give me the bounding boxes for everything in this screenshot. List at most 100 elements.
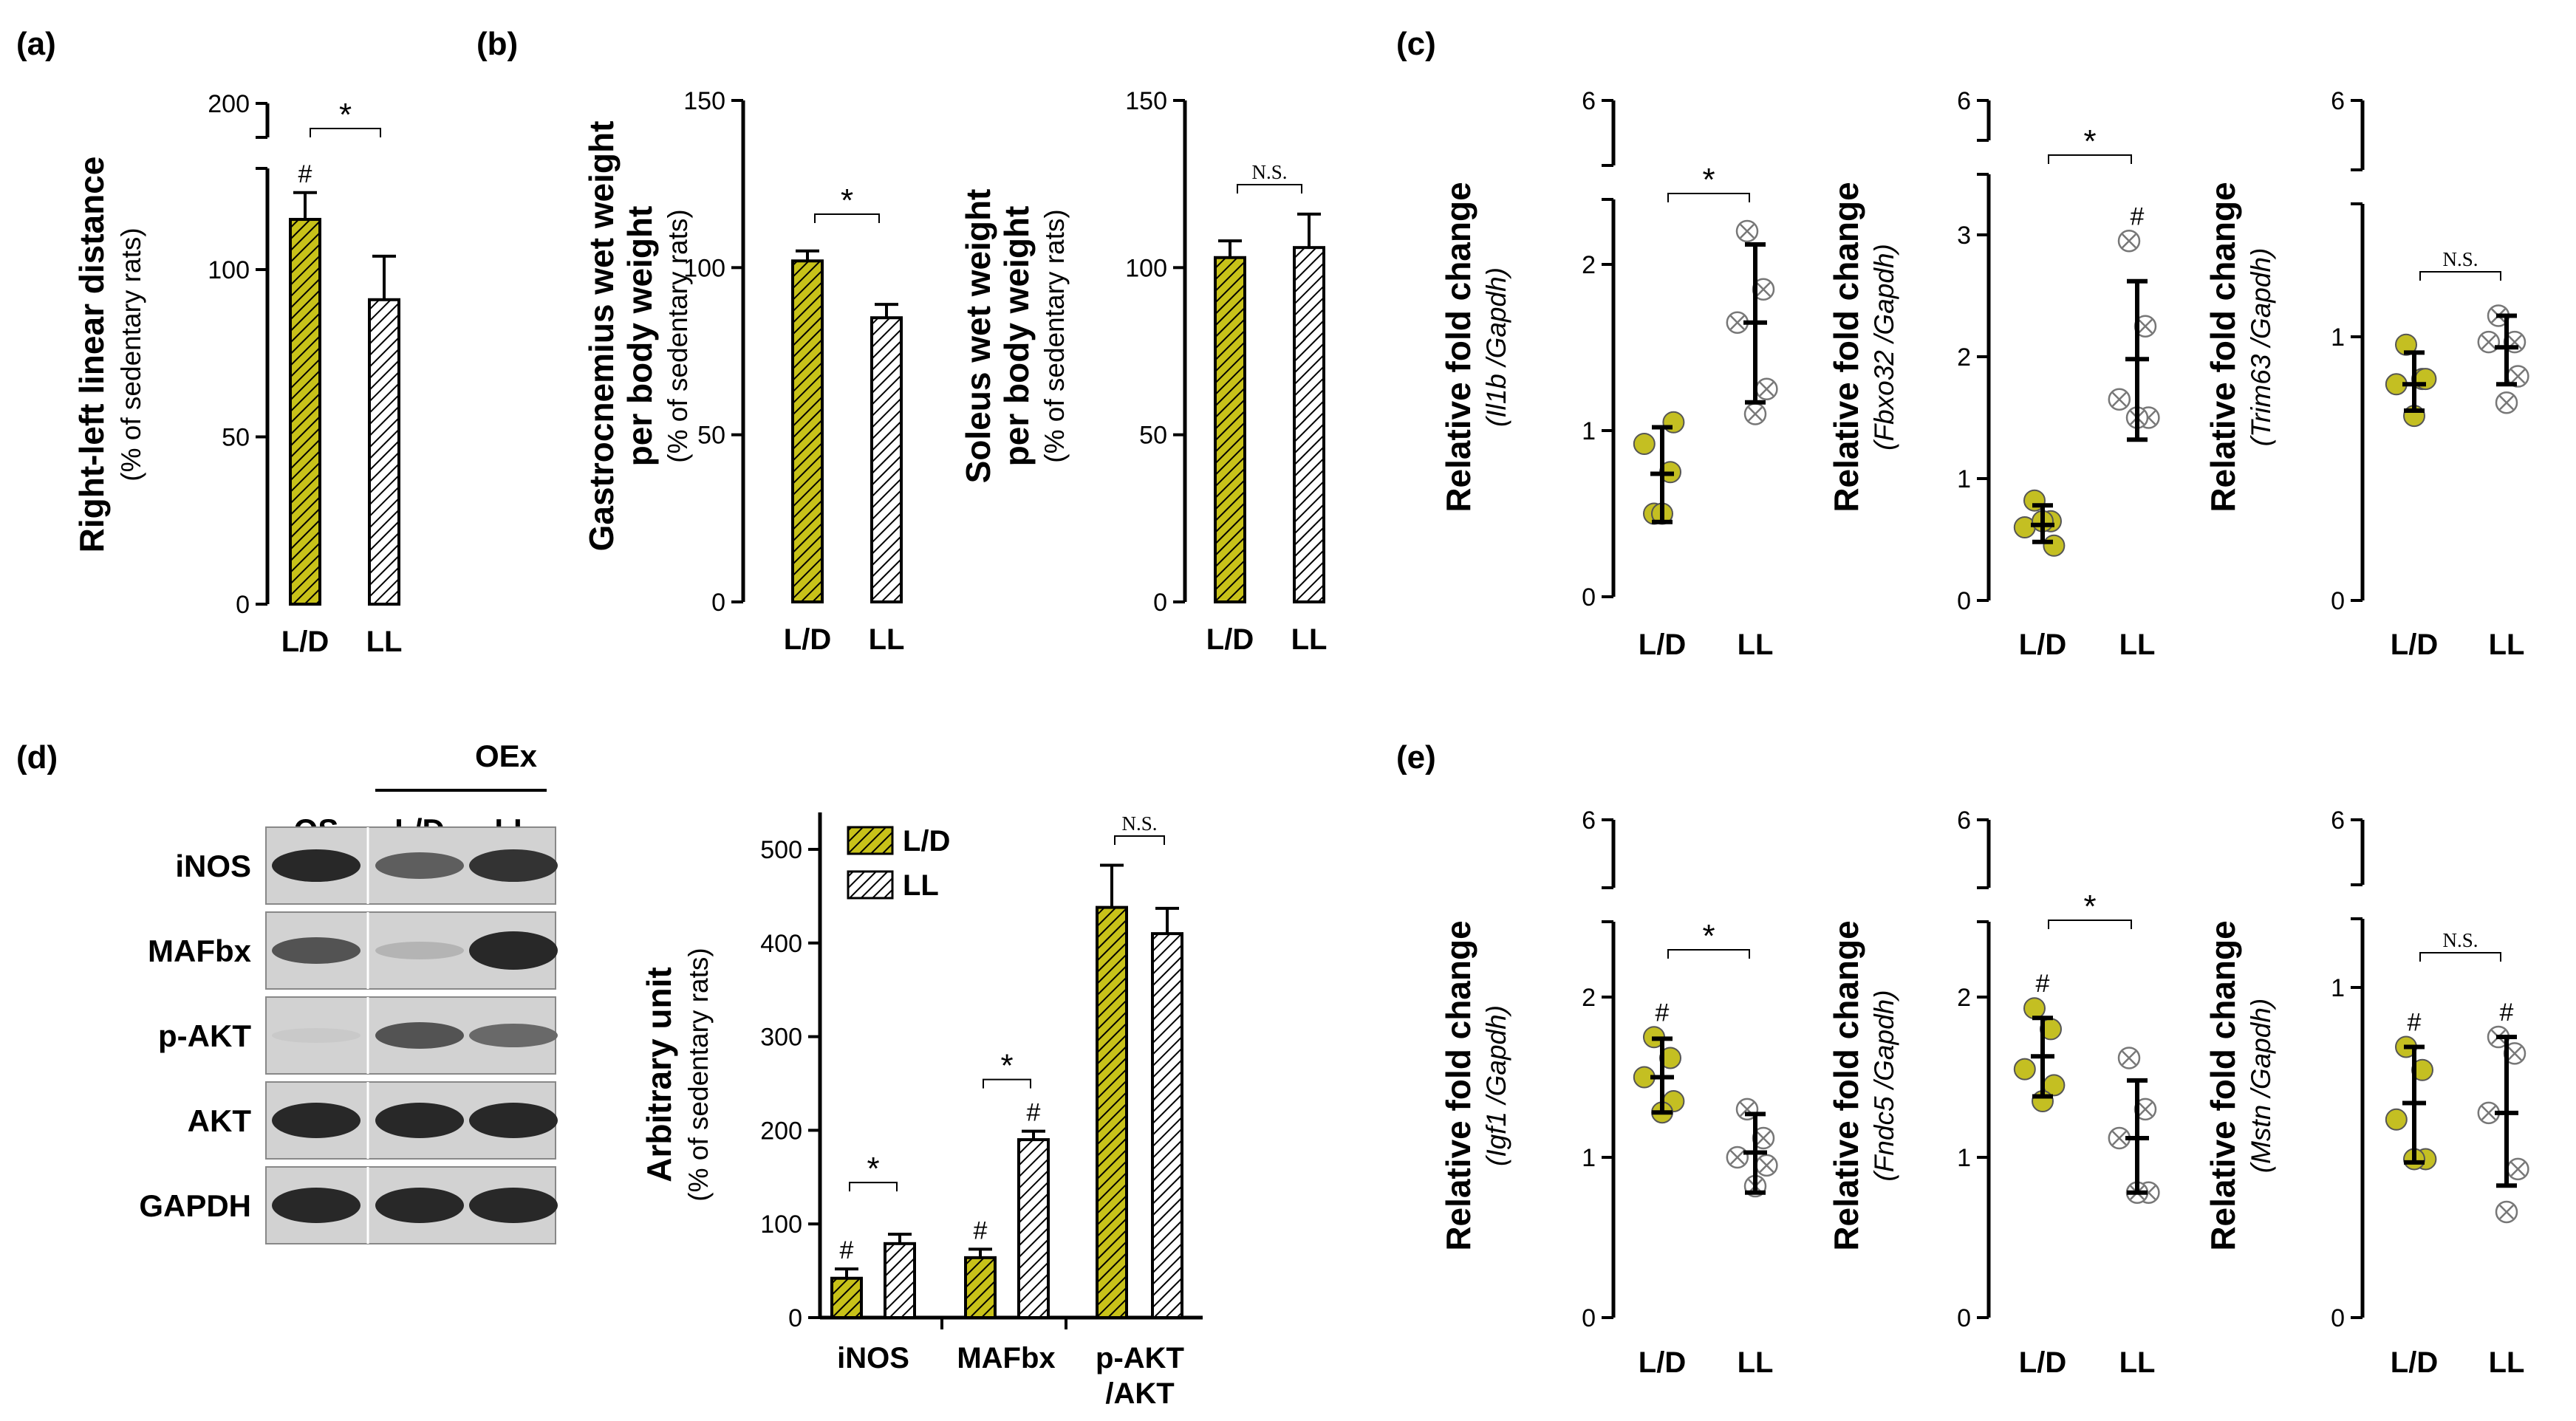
y-tick-label: 0 xyxy=(236,591,250,619)
blot-band xyxy=(375,1022,464,1049)
significance-star: * xyxy=(2083,888,2096,925)
y-axis-title: Relative fold change xyxy=(1439,920,1477,1250)
legend-label-ll: LL xyxy=(903,869,939,902)
ns-label: N.S. xyxy=(2442,248,2478,270)
bar-ld-2 xyxy=(1096,905,1128,1319)
panel-label-a: (a) xyxy=(16,26,56,62)
hash-mark: # xyxy=(2500,999,2514,1027)
data-point-ll-cross xyxy=(2510,1161,2526,1177)
x-category-label: L/D xyxy=(2391,629,2438,661)
legend-swatch-ll xyxy=(847,870,894,900)
y-tick-label: 200 xyxy=(760,1117,802,1145)
significance-star: * xyxy=(867,1151,879,1187)
y-axis-subtitle: (Trim63 /Gapdh) xyxy=(2246,248,2276,447)
blot-row-label: p-AKT xyxy=(158,1018,251,1053)
significance-bracket xyxy=(2419,271,2501,281)
y-tick-label: 2 xyxy=(1957,984,1971,1012)
y-tick-label: 1 xyxy=(1582,417,1596,445)
significance-bracket xyxy=(1667,949,1750,959)
x-category-label: LL xyxy=(1738,629,1774,661)
data-point-ll-cross xyxy=(2138,1102,2153,1117)
significance-bracket xyxy=(1237,184,1302,194)
hash-mark: # xyxy=(2131,202,2145,230)
significance-bracket xyxy=(2048,154,2132,164)
data-point-ll-cross xyxy=(2122,233,2136,249)
y-tick-label: 0 xyxy=(788,1304,802,1332)
y-tick-label: 6 xyxy=(1582,807,1596,835)
panel-label-e: (e) xyxy=(1396,739,1436,775)
data-point-ld xyxy=(2013,1058,2036,1081)
blot-row-label: AKT xyxy=(188,1103,252,1138)
y-tick-label: 0 xyxy=(2331,1304,2345,1332)
y-axis-title: Relative fold change xyxy=(2204,182,2242,512)
blot-band xyxy=(272,1188,361,1223)
hash-mark: # xyxy=(974,1216,988,1244)
data-point-ll-cross xyxy=(2510,369,2526,384)
chart-e1: 0 1 2 6 L/D # LL * Relative fold change (Igf1 /Ga… xyxy=(1439,807,1778,1379)
y-axis-subtitle: (Fndc5 /Gapdh) xyxy=(1869,990,1899,1181)
data-point-ld xyxy=(1633,433,1656,455)
significance-bracket xyxy=(814,213,880,223)
hash-mark: # xyxy=(298,160,312,188)
y-tick-label: 2 xyxy=(1582,251,1596,279)
bar-ld xyxy=(1214,256,1246,603)
chart-e3: 0 1 6 L/D # LL # N.S. Relative fold change (Mstn … xyxy=(2204,807,2529,1379)
blot-band xyxy=(469,1103,558,1138)
y-tick-label: 2 xyxy=(1957,343,1971,371)
data-point-ll-cross xyxy=(2481,335,2496,350)
x-category-label: p-AKT xyxy=(1096,1342,1184,1374)
chart-b1: 0 50 100 150 L/D LL * Gastrocnemius wet weight p… xyxy=(582,87,904,656)
data-point-ld xyxy=(2395,333,2417,356)
y-axis-subtitle: (Il1b /Gapdh) xyxy=(1481,267,1511,427)
blot-band xyxy=(272,1028,361,1043)
x-category-label: L/D xyxy=(1206,623,1254,656)
x-category-label: L/D xyxy=(2391,1346,2438,1379)
x-category-label: L/D xyxy=(2019,629,2066,661)
data-point-ll-cross xyxy=(2499,395,2514,411)
bar-ld xyxy=(289,218,321,606)
y-tick-label: 100 xyxy=(208,256,250,284)
x-category-label: LL xyxy=(2489,1346,2525,1379)
hash-mark: # xyxy=(1656,999,1670,1027)
x-category-label: LL xyxy=(2489,629,2525,661)
blot-band xyxy=(469,931,558,970)
blot-band xyxy=(375,1103,464,1138)
significance-star: * xyxy=(1702,162,1715,198)
panel-label-c: (c) xyxy=(1396,26,1436,62)
blot-band xyxy=(375,942,464,959)
y-tick-label: 0 xyxy=(1957,587,1971,615)
blot-band xyxy=(272,1103,361,1138)
significance-bracket xyxy=(2419,952,2501,962)
data-point-ld xyxy=(2023,997,2046,1020)
data-point-ll-cross xyxy=(2122,1050,2136,1066)
chart-d: 0 100 200 300 400 500 # * # # * N.S. iNOS MAFbx p-AKT/… xyxy=(640,812,1203,1410)
y-tick-label: 0 xyxy=(1582,583,1596,612)
data-point-ll-cross xyxy=(2499,1205,2514,1219)
y-tick-label: 100 xyxy=(683,254,725,282)
significance-star: * xyxy=(1000,1048,1013,1084)
blot-row-label: MAFbx xyxy=(148,934,252,968)
y-axis-subtitle: (Mstn /Gapdh) xyxy=(2246,999,2276,1173)
chart-e2: 0 1 2 6 L/D # LL * Relative fold change (Fndc5 /G… xyxy=(1827,807,2160,1379)
data-point-ll-cross xyxy=(2111,1131,2127,1146)
panel-label-b: (b) xyxy=(476,26,518,62)
y-axis-title: Soleus wet weight xyxy=(959,189,997,484)
y-axis-subtitle: (Fbxo32 /Gapdh) xyxy=(1869,244,1899,451)
bar-ld-0 xyxy=(830,1276,863,1320)
y-axis-title: Relative fold change xyxy=(2204,920,2242,1250)
x-category-label: LL xyxy=(2119,1346,2156,1379)
bar-ld xyxy=(791,259,824,603)
legend-label-ld: L/D xyxy=(903,825,950,857)
y-tick-label: 150 xyxy=(683,87,725,115)
x-category-label: L/D xyxy=(281,626,329,658)
blot-row-label: iNOS xyxy=(175,849,251,883)
significance-bracket xyxy=(1667,193,1750,202)
ns-label: N.S. xyxy=(1251,161,1287,183)
data-point-ll-cross xyxy=(2507,1046,2522,1061)
y-axis-title: Relative fold change xyxy=(1827,920,1865,1250)
y-tick-label: 1 xyxy=(1582,1144,1596,1172)
y-tick-label: 6 xyxy=(1582,87,1596,115)
y-axis-subtitle: (% of sedentary rats) xyxy=(683,948,714,1201)
